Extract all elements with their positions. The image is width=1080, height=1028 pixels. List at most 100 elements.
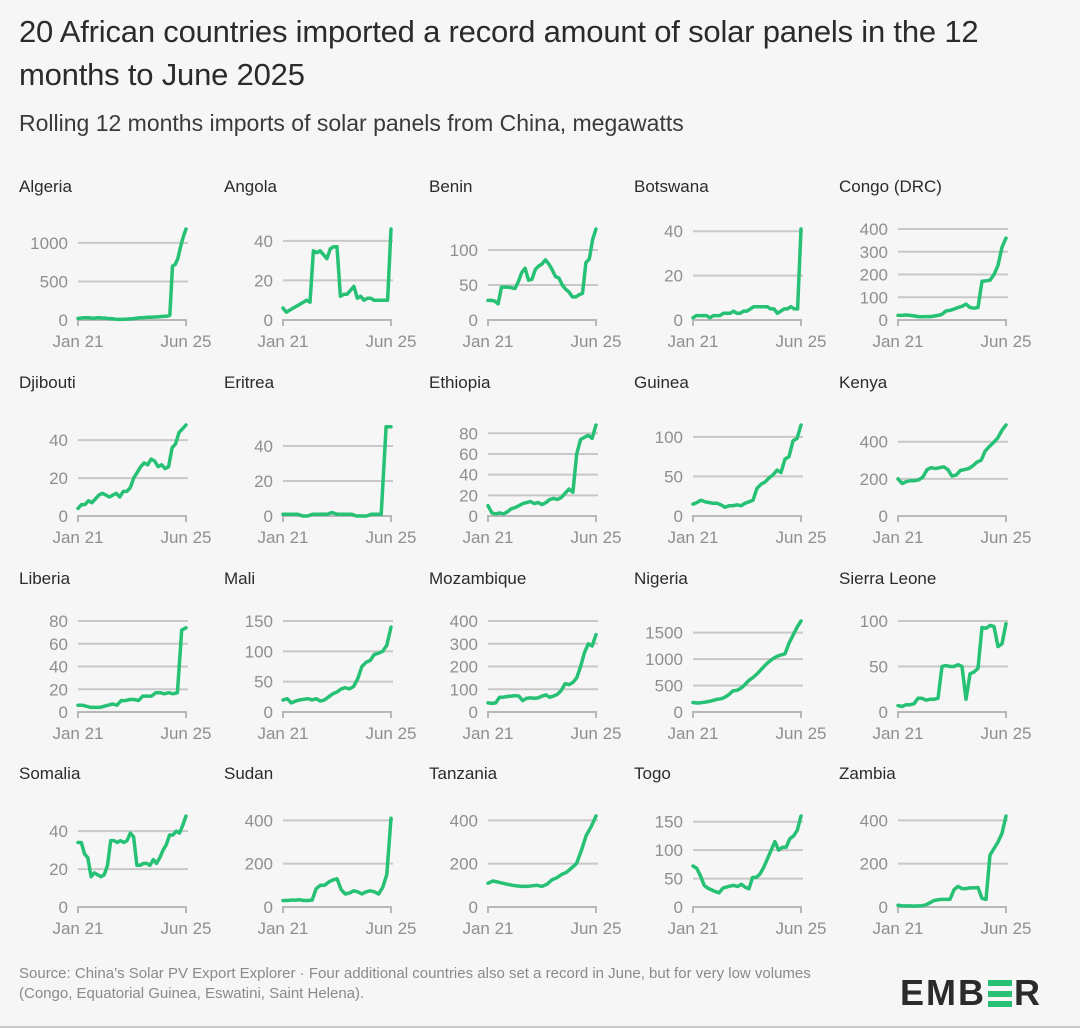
x-tick-label: Jan 21 [462,528,513,547]
y-tick-label: 0 [674,898,683,917]
line-chart: 0 20 40 Jan 21 Jun 25 [254,227,417,351]
y-tick-label: 0 [469,703,478,722]
y-tick-label: 500 [655,677,683,696]
x-axis [692,906,802,913]
x-axis [897,319,1007,326]
x-tick-label: Jun 25 [365,332,416,351]
line-chart: 0 100 200 300 400 Jan 21 Jun 25 [860,220,1032,351]
y-tick-label: 100 [860,288,888,307]
y-tick-label: 20 [49,469,68,488]
panel-title: Togo [634,764,671,783]
bottom-divider [0,1026,1080,1028]
y-tick-label: 20 [49,860,68,879]
y-tick-label: 40 [254,437,273,456]
x-axis [77,906,187,913]
y-tick-label: 500 [40,272,68,291]
panel-title: Djibouti [19,373,76,392]
series-line [76,227,188,322]
panel-title: Liberia [19,569,71,588]
chart-subtitle: Rolling 12 months imports of solar panel… [19,110,684,136]
country-panel: Eritrea 0 20 40 Jan 21 Jun 25 [205,373,417,568]
y-tick-label: 40 [49,822,68,841]
y-tick-label: 50 [254,673,273,692]
y-tick-label: 400 [245,811,273,830]
y-tick-label: 0 [469,507,478,526]
x-tick-label: Jun 25 [365,919,416,938]
y-tick-label: 0 [264,311,273,330]
line-chart: 0 50 100 150 Jan 21 Jun 25 [245,612,417,743]
y-tick-label: 150 [245,612,273,631]
y-tick-label: 0 [674,311,683,330]
y-tick-label: 50 [869,658,888,677]
x-tick-label: Jan 21 [872,919,923,938]
x-tick-label: Jun 25 [980,332,1031,351]
x-axis [77,711,187,718]
y-tick-label: 400 [450,612,478,631]
x-tick-label: Jun 25 [980,919,1031,938]
country-panel: Botswana 0 20 40 Jan 21 Jun 25 [615,177,827,372]
y-tick-label: 80 [49,612,68,631]
series-line [896,423,1008,486]
series-line [486,423,598,516]
y-tick-label: 0 [674,507,683,526]
line-chart: 0 200 400 Jan 21 Jun 25 [245,811,417,938]
line-chart: 0 20 40 Jan 21 Jun 25 [49,423,212,547]
x-tick-label: Jan 21 [872,724,923,743]
y-tick-label: 0 [264,703,273,722]
y-tick-label: 60 [459,445,478,464]
panel-title: Angola [224,177,277,196]
x-axis [77,515,187,522]
y-tick-label: 200 [860,855,888,874]
x-tick-label: Jan 21 [667,724,718,743]
x-axis [487,515,597,522]
y-tick-label: 0 [59,507,68,526]
y-tick-label: 400 [450,811,478,830]
country-panel: Liberia 0 20 40 60 80 Jan 21 Jun 25 [0,569,212,764]
panel-title: Sierra Leone [839,569,937,588]
y-tick-label: 20 [49,680,68,699]
y-tick-label: 50 [664,870,683,889]
x-tick-label: Jan 21 [52,724,103,743]
y-tick-label: 40 [254,232,273,251]
country-panel: Zambia 0 200 400 Jan 21 Jun 25 [820,764,1032,959]
x-tick-label: Jun 25 [980,528,1031,547]
panel-title: Mozambique [429,569,527,588]
y-tick-label: 150 [655,813,683,832]
x-axis [77,319,187,326]
logo-green-e-icon [988,980,1012,1007]
x-tick-label: Jun 25 [160,332,211,351]
x-tick-label: Jan 21 [52,919,103,938]
series-line [281,425,393,518]
series-line [691,227,803,320]
panel-title: Guinea [634,373,689,392]
y-tick-label: 100 [450,241,478,260]
series-line [281,816,393,903]
x-axis [487,711,597,718]
x-tick-label: Jan 21 [52,528,103,547]
x-axis [692,711,802,718]
y-tick-label: 20 [664,267,683,286]
series-line [76,626,188,710]
country-panel: Kenya 0 200 400 Jan 21 Jun 25 [820,373,1032,568]
y-tick-label: 0 [469,898,478,917]
line-chart: 0 50 100 Jan 21 Jun 25 [655,423,827,547]
y-tick-label: 0 [59,898,68,917]
y-tick-label: 100 [655,841,683,860]
y-tick-label: 300 [450,635,478,654]
series-line [691,814,803,895]
line-chart: 0 50 100 Jan 21 Jun 25 [450,227,622,351]
panel-title: Mali [224,569,256,588]
y-tick-label: 0 [879,703,888,722]
series-line [896,236,1008,319]
series-line [896,621,1008,709]
panel-title: Somalia [19,764,81,783]
series-line [76,423,188,511]
line-chart: 0 20 40 Jan 21 Jun 25 [254,425,417,547]
y-tick-label: 20 [254,472,273,491]
x-tick-label: Jun 25 [775,332,826,351]
country-panel: Djibouti 0 20 40 Jan 21 Jun 25 [0,373,212,568]
x-tick-label: Jan 21 [872,332,923,351]
y-tick-label: 40 [49,658,68,677]
y-tick-label: 0 [59,703,68,722]
